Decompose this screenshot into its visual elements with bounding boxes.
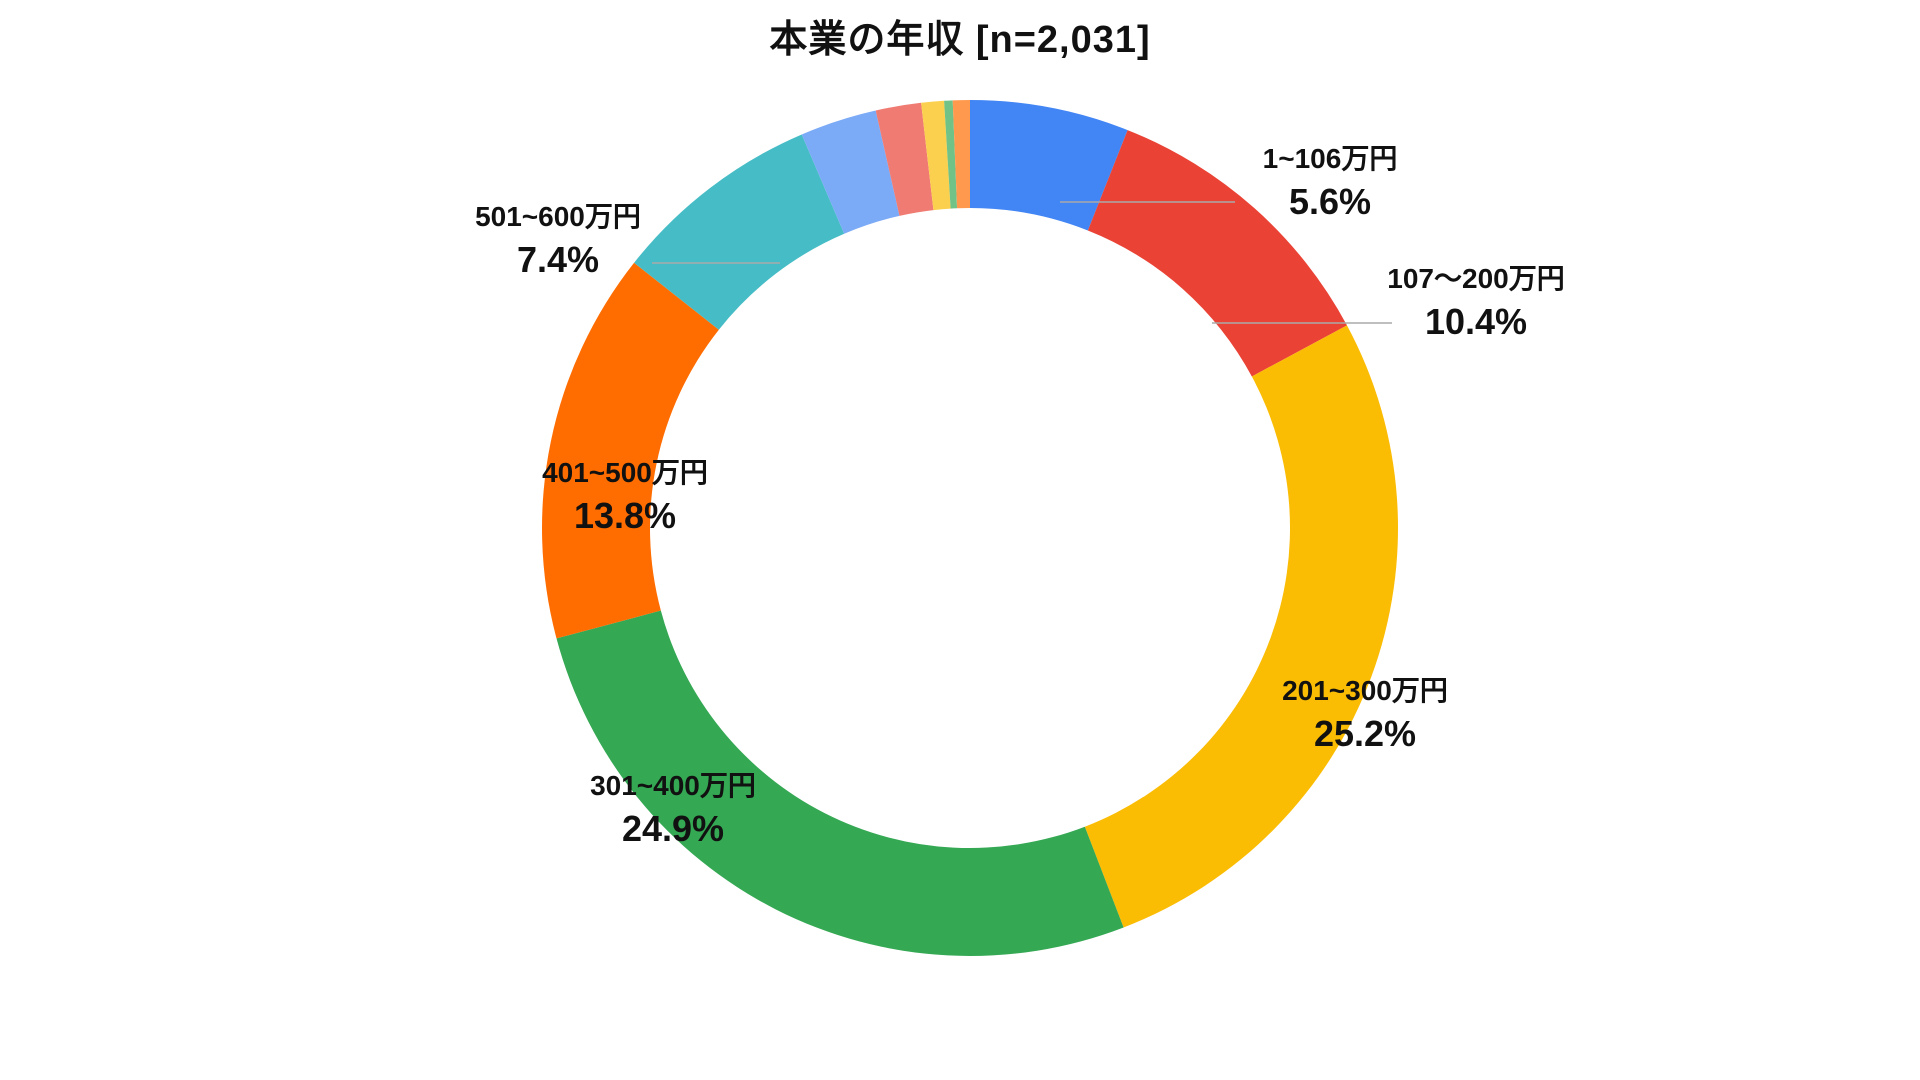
slice-value-label-4: 13.8% <box>574 495 676 536</box>
slice-value-label-1: 10.4% <box>1425 301 1527 342</box>
donut-slice-1 <box>1087 130 1347 377</box>
donut-slices <box>542 100 1398 956</box>
donut-slice-9 <box>944 100 958 209</box>
donut-slice-7 <box>875 102 934 216</box>
slice-category-label-5: 501~600万円 <box>475 201 641 232</box>
slice-labels: 1~106万円 5.6% 107～200万円 10.4% 201~300万円 25.2% 3… <box>475 143 1565 849</box>
donut-slice-8 <box>921 100 951 211</box>
donut-slice-10 <box>952 100 970 209</box>
slice-category-label-4: 401~500万円 <box>542 457 708 488</box>
slice-value-label-3: 24.9% <box>622 808 724 849</box>
slice-category-label-0: 1~106万円 <box>1263 143 1398 174</box>
slice-category-label-1: 107～200万円 <box>1387 263 1564 294</box>
donut-slice-2 <box>1084 325 1398 928</box>
slice-value-label-0: 5.6% <box>1289 181 1371 222</box>
leader-lines <box>652 201 1392 324</box>
chart-title: 本業の年収 [n=2,031] <box>769 19 1151 61</box>
donut-slice-4 <box>542 262 719 639</box>
donut-slice-3 <box>556 610 1124 956</box>
slice-value-label-2: 25.2% <box>1314 713 1416 754</box>
slice-value-label-5: 7.4% <box>517 239 599 280</box>
slice-category-label-3: 301~400万円 <box>590 770 756 801</box>
donut-slice-0 <box>970 100 1128 231</box>
donut-slice-5 <box>634 134 845 330</box>
slice-category-label-2: 201~300万円 <box>1282 675 1448 706</box>
donut-slice-6 <box>801 110 900 234</box>
